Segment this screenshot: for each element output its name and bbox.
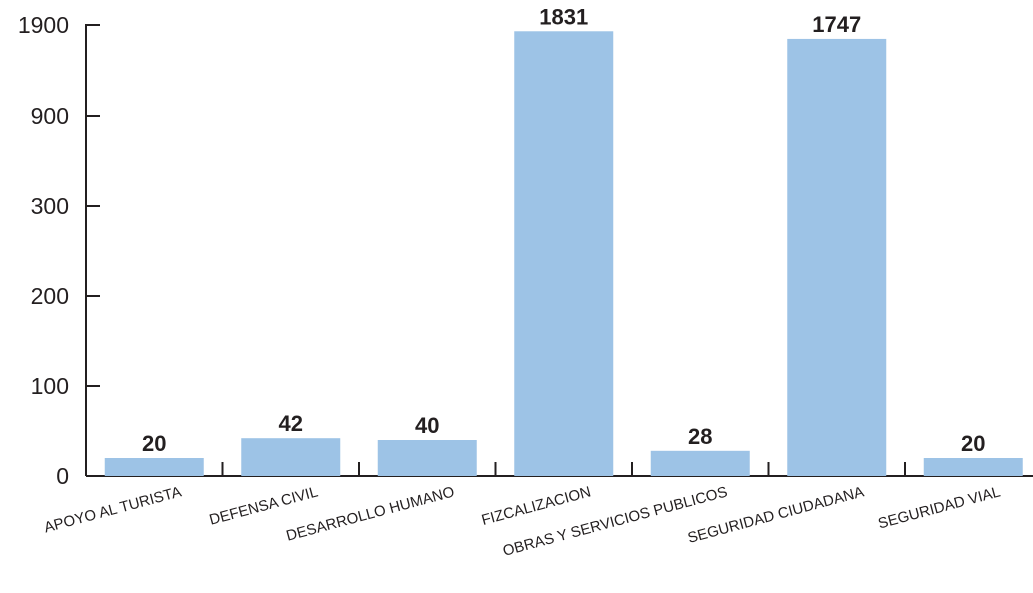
bar xyxy=(241,438,340,476)
x-tick-labels: APOYO AL TURISTA DEFENSA CIVILDESARROLLO … xyxy=(42,483,1002,559)
y-axis: 0 100 200 300 900 1900 xyxy=(18,12,100,489)
y-tick-label: 0 xyxy=(56,463,69,489)
y-tick-label: 200 xyxy=(31,283,69,309)
bar xyxy=(105,458,204,476)
bar xyxy=(651,451,750,476)
x-tick-label: OBRAS Y SERVICIOS PUBLICOS xyxy=(501,483,729,559)
x-tick-label: DEFENSA CIVIL xyxy=(207,483,319,528)
data-label: 28 xyxy=(688,424,712,449)
y-tick-label: 1900 xyxy=(18,12,69,38)
bar xyxy=(924,458,1023,476)
y-tick-label: 300 xyxy=(31,193,69,219)
x-tick-label: APOYO AL TURISTA xyxy=(42,483,183,536)
bar xyxy=(787,39,886,476)
data-label: 1831 xyxy=(539,4,588,29)
bars xyxy=(105,31,1023,476)
data-label: 20 xyxy=(961,431,985,456)
bar xyxy=(514,31,613,476)
data-label: 1747 xyxy=(812,12,861,37)
x-tick-label: SEGURIDAD VIAL xyxy=(876,483,1002,532)
y-tick-label: 100 xyxy=(31,373,69,399)
data-label: 20 xyxy=(142,431,166,456)
y-tick-label: 900 xyxy=(31,103,69,129)
data-label: 40 xyxy=(415,413,439,438)
bar xyxy=(378,440,477,476)
x-tick-label: FIZCALIZACION xyxy=(480,483,593,529)
data-label: 42 xyxy=(279,411,303,436)
